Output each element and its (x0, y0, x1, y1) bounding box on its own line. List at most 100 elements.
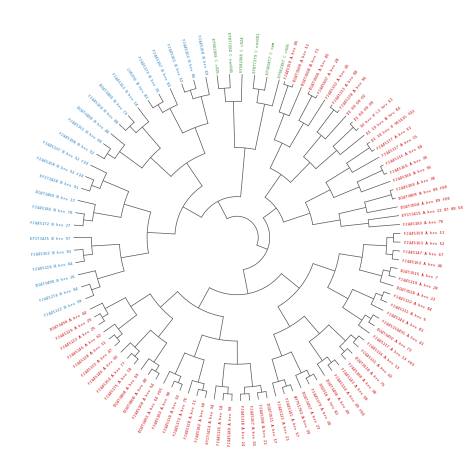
Text: EF077280 C nat045: EF077280 C nat045 (226, 31, 231, 72)
Text: FJ445188 B hrv 52: FJ445188 B hrv 52 (58, 131, 95, 155)
Text: FJ445132 A hrv 45: FJ445132 A hrv 45 (325, 63, 350, 99)
Text: FJ445507 A hrv 28: FJ445507 A hrv 28 (317, 57, 340, 94)
Text: FJ445113 A hrv 08: FJ445113 A hrv 08 (333, 69, 359, 104)
Text: EF173420 B hrv 91: EF173420 B hrv 91 (39, 174, 79, 190)
Text: DI 60 09 09: DI 60 09 09 (354, 100, 375, 122)
Text: DQ473496 A hrv 49: DQ473496 A hrv 49 (325, 377, 350, 414)
Text: DQ473485 B hrv 73: DQ473485 B hrv 73 (98, 82, 128, 115)
Text: FJ445111 A hrv 6: FJ445111 A hrv 6 (389, 302, 426, 321)
Text: L05355 B hrv 03: L05355 B hrv 03 (125, 68, 148, 99)
Text: FJ445131 A hrv 43: FJ445131 A hrv 43 (359, 348, 392, 378)
Text: DQ473499 A hrv 44: DQ473499 A hrv 44 (50, 309, 88, 330)
Text: 10 hrv V L1 hrv 61: 10 hrv V L1 hrv 61 (360, 97, 394, 129)
Text: FJ445164 B hrv 88: FJ445164 B hrv 88 (86, 93, 118, 124)
Text: FJ445162 B hrv 93: FJ445162 B hrv 93 (30, 249, 71, 256)
Text: FJ445175 A hrv 10: FJ445175 A hrv 10 (105, 366, 133, 399)
Text: DQ473511 A hrv 57: DQ473511 A hrv 57 (266, 401, 277, 441)
Text: DQ473800 A hrv 40: DQ473800 A hrv 40 (123, 377, 148, 413)
Text: FJ445145 A hrv 62: FJ445145 A hrv 62 (67, 333, 102, 359)
Text: DQ473492 A hrv 73: DQ473492 A hrv 73 (376, 326, 412, 351)
Text: FJ445180 A hrv 38: FJ445180 A hrv 38 (346, 361, 376, 394)
Text: FJ445143 A hrv 60: FJ445143 A hrv 60 (339, 367, 368, 401)
Text: FJ445165 A hrv 36: FJ445165 A hrv 36 (390, 155, 428, 174)
Text: FJ445168 B hrv 52 f10: FJ445168 B hrv 52 f10 (35, 156, 83, 178)
Text: FJ445160 A hrv 54: FJ445160 A hrv 54 (132, 381, 156, 418)
Text: DQ473483 A hrv 64 f05: DQ473483 A hrv 64 f05 (138, 386, 164, 432)
Text: FJ445161 B hrv 52: FJ445161 B hrv 52 (165, 43, 182, 82)
Text: FJ445189 A hrv 90: FJ445189 A hrv 90 (228, 404, 234, 445)
Text: FJ445182 A hrv 50: FJ445182 A hrv 50 (195, 401, 207, 441)
Text: FJ445125 A hrv 29: FJ445125 A hrv 29 (55, 317, 92, 340)
Text: FJ445147 A hrv 67: FJ445147 A hrv 67 (403, 250, 444, 257)
Text: FJ445187 B hrv 83: FJ445187 B hrv 83 (150, 49, 171, 87)
Text: FJ445123 A hrv 25: FJ445123 A hrv 25 (61, 325, 97, 350)
Text: FJ445124 B hrv 84: FJ445124 B hrv 84 (32, 261, 73, 272)
Text: DQ473508 A hrv 71: DQ473508 A hrv 71 (301, 47, 320, 86)
Text: DQ473497 A hrv 23: DQ473497 A hrv 23 (301, 390, 320, 429)
Text: FJ445117 A hrv 13 f03: FJ445117 A hrv 13 f03 (371, 334, 414, 366)
Text: FJ445163 B hrv 86: FJ445163 B hrv 86 (180, 38, 195, 78)
Text: DI 18 hrv V 951615 f01: DI 18 hrv V 951615 f01 (371, 109, 416, 143)
Text: FJ445133 A hrv 47: FJ445133 A hrv 47 (81, 347, 114, 377)
Text: FJ445168 B hrv 69: FJ445168 B hrv 69 (195, 35, 207, 75)
Text: FJ445146 A hrv 66: FJ445146 A hrv 66 (88, 354, 120, 385)
Text: FJ445128 A hrv 11: FJ445128 A hrv 11 (184, 399, 198, 439)
Text: EF077279 C nat001: EF077279 C nat001 (253, 32, 261, 73)
Text: FJ445166 A hrv 95: FJ445166 A hrv 95 (393, 165, 432, 183)
Text: FJ445170 A hrv 95: FJ445170 A hrv 95 (340, 76, 368, 109)
Text: DQ473515 A hrv 7: DQ473515 A hrv 7 (401, 268, 438, 279)
Text: DQ473506 A hrv 85: DQ473506 A hrv 85 (309, 52, 331, 90)
Text: EF582387 C c026: EF582387 C c026 (278, 42, 292, 78)
Text: EF582386 C c025: EF582386 C c025 (210, 37, 219, 73)
Text: FJ445119 A hrv 28: FJ445119 A hrv 28 (398, 277, 438, 290)
Text: DQ473005 A hrv 89 f08: DQ473005 A hrv 89 f08 (398, 184, 448, 200)
Text: FJ445163 A hrv 52: FJ445163 A hrv 52 (403, 241, 444, 246)
Text: FJ445163 A hrv 46: FJ445163 A hrv 46 (402, 259, 442, 268)
Text: FJ445128 A hrv 31: FJ445128 A hrv 31 (73, 340, 108, 368)
Text: DI 19 hrv A hrv 04: DI 19 hrv A hrv 04 (365, 106, 401, 135)
Text: FJ445184 A hrv 38: FJ445184 A hrv 38 (396, 176, 436, 191)
Text: FJ445135 A hrv 18: FJ445135 A hrv 18 (217, 404, 225, 444)
Text: FJ445167 A hrv 55: FJ445167 A hrv 55 (248, 404, 255, 444)
Text: DQ473800 A hrv 69: DQ473800 A hrv 69 (114, 371, 141, 407)
Text: FJ445112 B hrv 99: FJ445112 B hrv 99 (44, 298, 83, 317)
Text: DQ473489 B hrv 17: DQ473489 B hrv 17 (35, 189, 75, 202)
Text: EF173414 A hrv 34: EF173414 A hrv 34 (206, 403, 216, 443)
Text: FJ445183 A hrv 78: FJ445183 A hrv 78 (403, 219, 444, 227)
Text: DQ473504 A hrv 89 f08: DQ473504 A hrv 89 f08 (401, 196, 450, 209)
Text: FJ445186 B hrv 70: FJ445186 B hrv 70 (32, 205, 73, 215)
Text: DQ473490 B hrv 26: DQ473490 B hrv 26 (35, 274, 75, 287)
Text: FJ445117 A hrv 15: FJ445117 A hrv 15 (381, 135, 418, 158)
Text: FJ445183 A hrv 98: FJ445183 A hrv 98 (152, 390, 172, 428)
Text: FJ445115 A hrv 68: FJ445115 A hrv 68 (385, 144, 423, 166)
Text: EF186077 C cpm: EF186077 C cpm (266, 41, 276, 75)
Text: DQ473488 B hrv 48: DQ473488 B hrv 48 (76, 105, 109, 134)
Text: DQ473528 A hrv 22: DQ473528 A hrv 22 (396, 285, 436, 301)
Text: FJ445173 A hrv 76: FJ445173 A hrv 76 (173, 396, 189, 436)
Text: FJ445159 A hrv 51: FJ445159 A hrv 51 (403, 231, 444, 236)
Text: FJ445121 A hrv 21: FJ445121 A hrv 21 (274, 399, 288, 439)
Text: FJ445153 B hrv 14: FJ445153 B hrv 14 (110, 72, 137, 107)
Text: FJ445179 A hrv 30: FJ445179 A hrv 30 (309, 387, 330, 424)
Text: FJ445134 A hrv 49 f04: FJ445134 A hrv 49 f04 (332, 372, 365, 415)
Text: DQ473510 A hrv 75: DQ473510 A hrv 75 (353, 355, 384, 386)
Text: FJ445173 B hrv 35: FJ445173 B hrv 35 (136, 56, 159, 93)
Text: DQ473509 A hrv 51: DQ473509 A hrv 51 (292, 43, 310, 82)
Text: FJ445190 A hrv 21: FJ445190 A hrv 21 (257, 403, 266, 443)
Text: FJ445116 A hrv 13: FJ445116 A hrv 13 (365, 341, 399, 369)
Text: FJ445172 B hrv 27: FJ445172 B hrv 27 (30, 220, 71, 228)
Text: EF173425 B hrv 97: EF173425 B hrv 97 (30, 236, 70, 240)
Text: FJ445122 A hrv 84: FJ445122 A hrv 84 (392, 294, 432, 311)
Text: FJ445154 A hrv 77: FJ445154 A hrv 77 (96, 360, 127, 392)
Text: FJ445137 B hrv 52 f10: FJ445137 B hrv 52 f10 (42, 140, 89, 166)
Text: FJ445177 A hrv 61: FJ445177 A hrv 61 (376, 125, 412, 150)
Text: EF173415 A hrv 22 07 88 58: EF173415 A hrv 22 07 88 58 (402, 206, 464, 218)
Text: FJ445151 B hrv 60: FJ445151 B hrv 60 (66, 118, 102, 144)
Text: AY751783 A hrv 39: AY751783 A hrv 39 (292, 394, 310, 433)
Text: FJ445134491 A hrv 41: FJ445134491 A hrv 41 (381, 318, 424, 346)
Text: EF582385 C c024: EF582385 C c024 (240, 36, 246, 72)
Text: FJ445118 A hrv 24: FJ445118 A hrv 24 (239, 404, 244, 445)
Text: X02316 A hrv 02: X02316 A hrv 02 (317, 382, 338, 415)
Text: FJ445174 B hrv 04: FJ445174 B hrv 04 (39, 287, 79, 302)
Text: FJ445144 A hrv 81: FJ445144 A hrv 81 (385, 310, 423, 332)
